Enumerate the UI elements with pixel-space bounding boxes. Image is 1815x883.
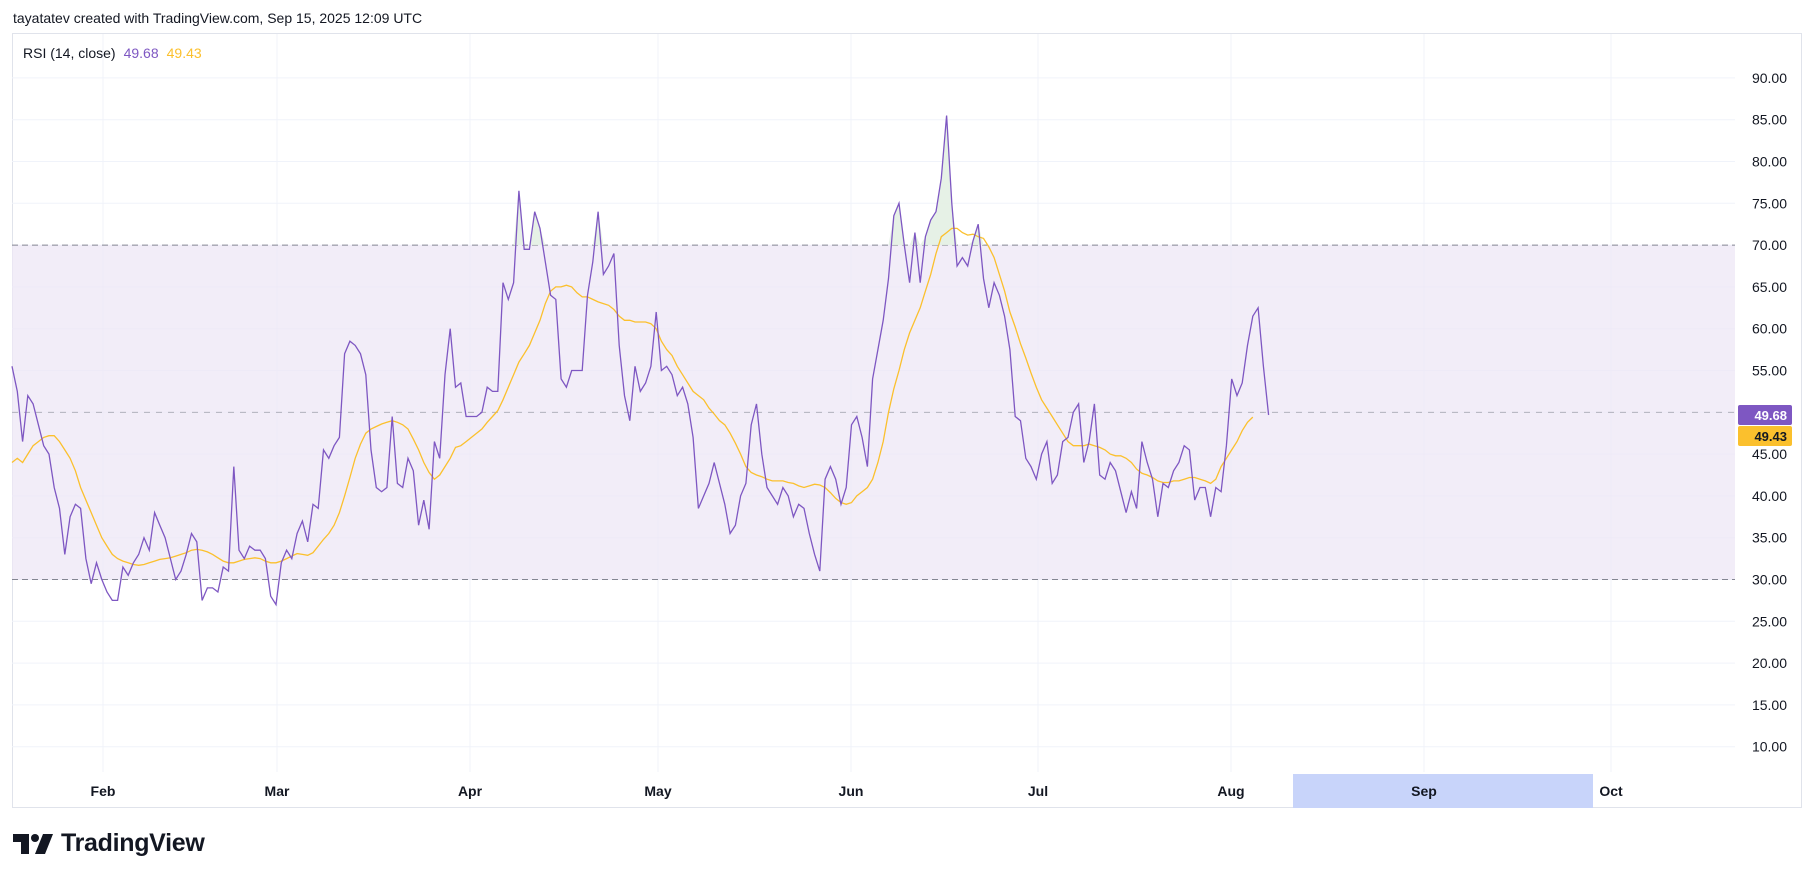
overbought-fill [920,115,958,246]
x-tick-label: Feb [91,783,116,799]
x-tick-label: Mar [265,783,290,799]
time-highlight-range [1293,774,1593,808]
price-badges: 49.68 49.43 [1738,404,1792,446]
y-tick-label: 25.00 [1752,613,1787,629]
rsi-band-fill [12,245,1735,580]
y-tick-label: 85.00 [1752,112,1787,128]
indicator-legend[interactable]: RSI (14, close) 49.68 49.43 [23,45,202,61]
y-tick-label: 40.00 [1752,488,1787,504]
y-tick-label: 30.00 [1752,572,1787,588]
y-tick-label: 15.00 [1752,697,1787,713]
series-line-rsi-ma [11,227,1254,566]
y-tick-label: 20.00 [1752,655,1787,671]
y-tick-label: 70.00 [1752,237,1787,253]
price-badge-label-ma: 49.43 [1754,429,1787,444]
y-tick-label: 35.00 [1752,530,1787,546]
y-tick-label: 80.00 [1752,154,1787,170]
y-tick-label: 90.00 [1752,70,1787,86]
y-tick-label: 60.00 [1752,321,1787,337]
legend-ma-value: 49.43 [166,45,202,61]
price-badge-ma [1738,425,1792,446]
attribution-header: tayatatev created with TradingView.com, … [13,10,423,26]
x-tick-label: Jun [839,783,864,799]
x-tick-label: Oct [1599,783,1623,799]
x-tick-label: Sep [1411,783,1437,799]
y-tick-label: 45.00 [1752,446,1787,462]
price-badge-label-rsi: 49.68 [1754,408,1787,423]
y-tick-label: 55.00 [1752,363,1787,379]
price-badge-rsi [1738,404,1792,425]
series-line-rsi [11,115,1270,607]
x-tick-label: Jul [1028,783,1048,799]
y-tick-label: 65.00 [1752,279,1787,295]
y-tick-label: 10.00 [1752,739,1787,755]
rsi-band-lines [12,244,1735,580]
legend-rsi-value: 49.68 [123,45,159,61]
x-axis: Feb Mar Apr May Jun Jul Aug Sep Oct [91,783,1623,799]
y-tick-label: 75.00 [1752,195,1787,211]
tradingview-logo-text: TradingView [61,829,205,857]
x-tick-label: Aug [1217,783,1244,799]
overbought-fill-layer [513,115,984,246]
x-tick-label: May [644,783,671,799]
tradingview-logo-icon [13,833,53,854]
x-tick-label: Apr [458,783,483,799]
legend-indicator-name: RSI (14, close) [23,45,116,61]
tradingview-logo[interactable]: TradingView [13,829,205,858]
